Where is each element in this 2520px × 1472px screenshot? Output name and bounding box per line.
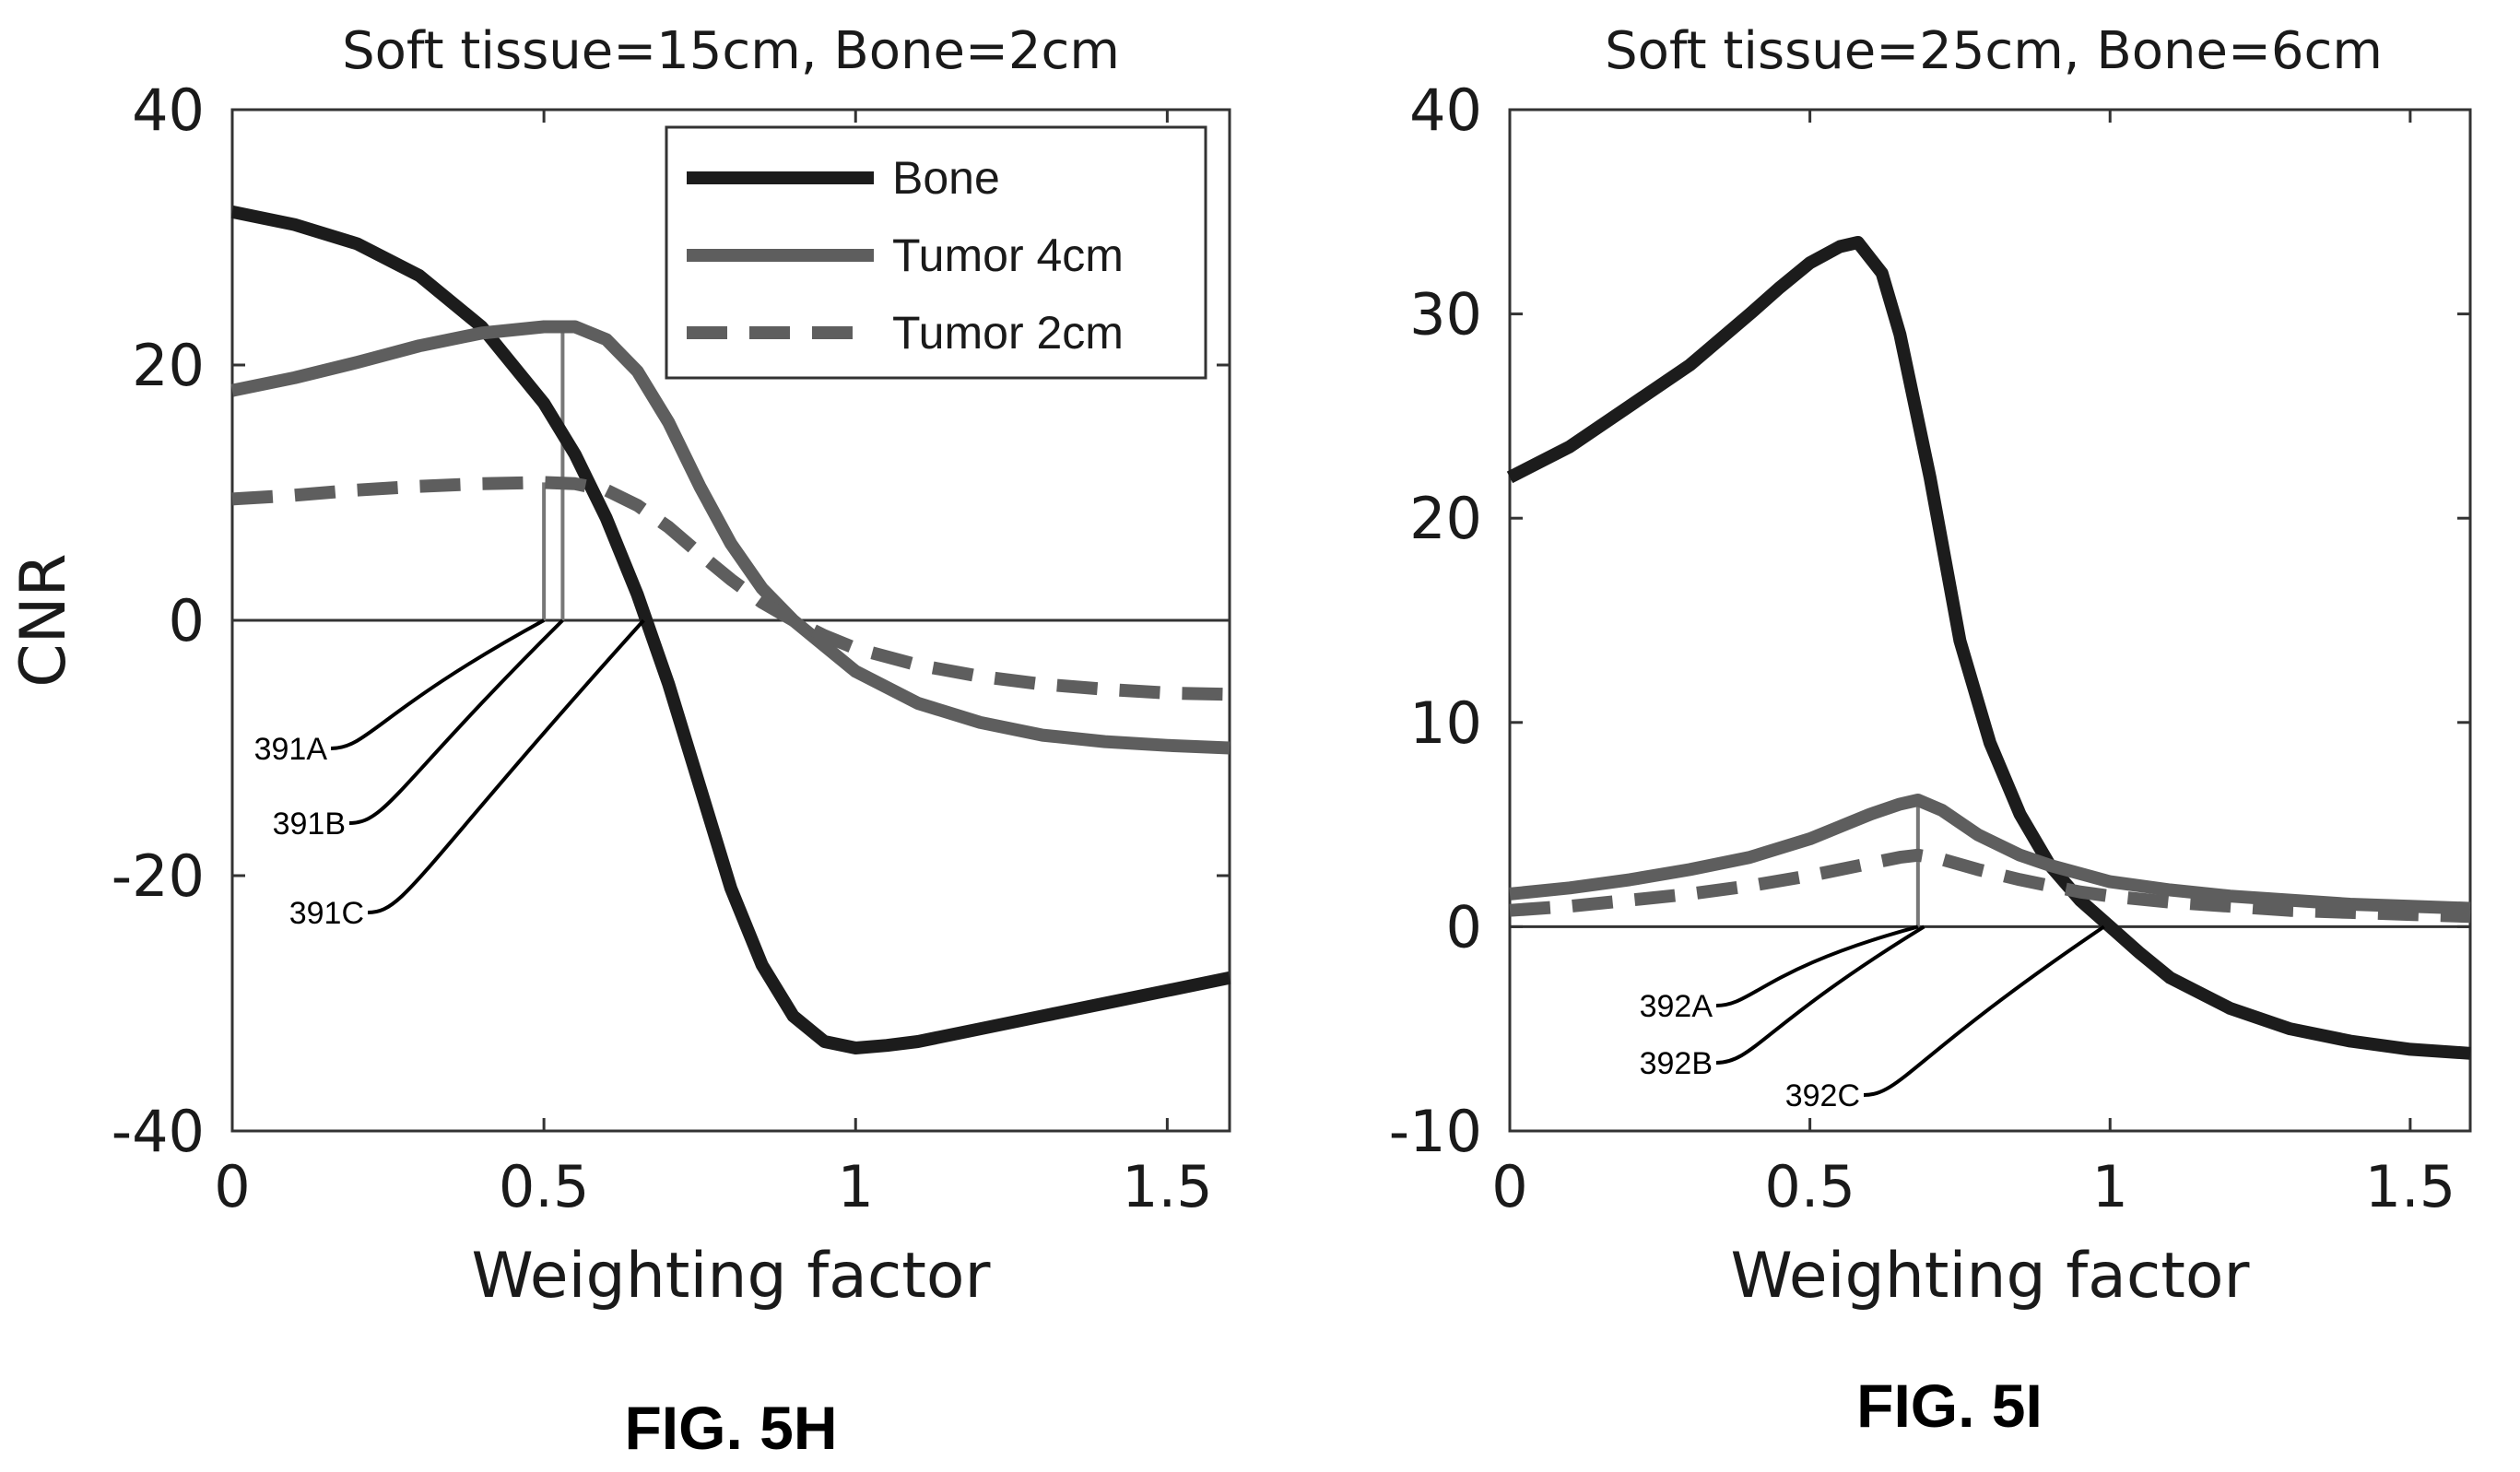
series-line-bone (230, 205, 1231, 1054)
series-line-bone (1506, 236, 2471, 1060)
x-tick-label: 0 (1491, 1153, 1527, 1220)
annotation-leader (1715, 924, 1919, 1007)
y-tick-label: 0 (169, 587, 205, 654)
annotation-leader (1715, 924, 1925, 1065)
y-axis-label: CNR (7, 553, 80, 688)
x-tick-label: 1 (2092, 1153, 2128, 1220)
annotation-label: 391A (254, 732, 328, 767)
annotation-leader (330, 618, 546, 750)
y-tick-label: 40 (1409, 77, 1482, 144)
chart-panel-5h: Soft tissue=15cm, Bone=2cm -40 -20 0 20 40 0 0.… (7, 21, 1231, 1462)
y-tick-label: 30 (1409, 281, 1482, 348)
y-tick-label: 10 (1409, 689, 1482, 757)
plot-frame (1508, 108, 2472, 1133)
y-tick-label: 20 (1409, 485, 1482, 552)
annotation-label: 392C (1785, 1078, 1860, 1113)
series-line-tumor-4cm (1509, 794, 2471, 915)
x-tick-label: 1.5 (2365, 1153, 2456, 1220)
legend-label: Tumor 2cm (892, 307, 1124, 359)
legend-label: Bone (892, 152, 1000, 204)
y-tick-label: -20 (112, 842, 205, 910)
annotation-leader (1863, 924, 2105, 1097)
x-tick-label: 1 (838, 1153, 874, 1220)
series-line-tumor-2cm (231, 476, 1231, 701)
annotation-leader (367, 618, 645, 914)
y-tick-label: 40 (132, 77, 205, 144)
chart-title: Soft tissue=25cm, Bone=6cm (1605, 21, 2383, 81)
x-axis-label: Weighting factor (1731, 1240, 2250, 1313)
x-tick-label: 0.5 (1764, 1153, 1855, 1220)
x-tick-label: 1.5 (1122, 1153, 1213, 1220)
annotation-leader (348, 618, 564, 825)
annotation-label: 391B (273, 807, 346, 842)
y-tick-label: 20 (132, 332, 205, 399)
annotation-label: 391C (289, 896, 364, 931)
annotation-label: 392A (1640, 989, 1713, 1024)
series-line-tumor-2cm (1509, 848, 2471, 924)
legend-label: Tumor 4cm (892, 230, 1124, 281)
y-tick-label: 0 (1446, 893, 1482, 960)
chart-title: Soft tissue=15cm, Bone=2cm (342, 21, 1120, 81)
figure-caption: FIG. 5I (1856, 1372, 2043, 1440)
series-line-tumor-4cm (230, 320, 1231, 755)
x-axis-label: Weighting factor (472, 1240, 991, 1313)
y-tick-label: -40 (112, 1098, 205, 1165)
y-tick-label: -10 (1389, 1098, 1482, 1165)
x-tick-label: 0.5 (499, 1153, 590, 1220)
figure-caption: FIG. 5H (624, 1394, 837, 1462)
annotation-label: 392B (1640, 1046, 1713, 1081)
x-tick-label: 0 (214, 1153, 250, 1220)
